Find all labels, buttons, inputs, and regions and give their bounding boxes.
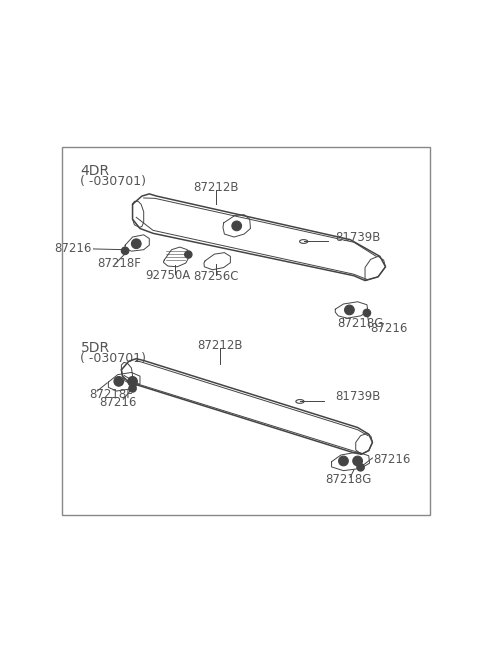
- Text: 87256C: 87256C: [193, 271, 239, 284]
- Polygon shape: [332, 452, 370, 471]
- Text: 87212B: 87212B: [197, 339, 243, 352]
- Polygon shape: [125, 234, 149, 251]
- Polygon shape: [223, 215, 251, 237]
- Polygon shape: [132, 194, 385, 280]
- Circle shape: [124, 250, 127, 252]
- Circle shape: [357, 464, 364, 471]
- Circle shape: [353, 456, 362, 466]
- Circle shape: [185, 251, 192, 258]
- Text: ( -030701): ( -030701): [81, 176, 146, 189]
- Polygon shape: [204, 253, 230, 270]
- Circle shape: [363, 309, 371, 316]
- Circle shape: [114, 377, 124, 386]
- Circle shape: [128, 377, 137, 386]
- Circle shape: [232, 221, 241, 231]
- Circle shape: [131, 387, 134, 390]
- Polygon shape: [132, 201, 144, 227]
- Text: 87216: 87216: [54, 242, 92, 255]
- Text: 87218G: 87218G: [325, 473, 372, 486]
- Polygon shape: [108, 373, 140, 391]
- Text: 87216: 87216: [99, 396, 136, 409]
- Circle shape: [365, 312, 368, 314]
- Polygon shape: [356, 434, 372, 455]
- Text: 87218G: 87218G: [337, 317, 384, 330]
- Polygon shape: [335, 302, 368, 318]
- Text: 4DR: 4DR: [81, 164, 109, 178]
- Text: 87212B: 87212B: [193, 181, 239, 194]
- Circle shape: [129, 384, 136, 392]
- Text: 92750A: 92750A: [145, 269, 191, 282]
- Text: 5DR: 5DR: [81, 341, 109, 354]
- Circle shape: [359, 466, 362, 469]
- Text: 87218F: 87218F: [97, 257, 141, 271]
- Polygon shape: [121, 359, 372, 455]
- Text: 81739B: 81739B: [335, 231, 381, 244]
- Circle shape: [345, 305, 354, 315]
- Text: 87216: 87216: [373, 453, 410, 466]
- Circle shape: [121, 247, 129, 255]
- Text: 87216: 87216: [371, 322, 408, 335]
- Polygon shape: [163, 247, 190, 267]
- Circle shape: [132, 239, 141, 248]
- Polygon shape: [121, 362, 132, 383]
- Circle shape: [338, 456, 348, 466]
- Text: ( -030701): ( -030701): [81, 352, 146, 365]
- Polygon shape: [365, 256, 385, 280]
- Text: 87218F: 87218F: [89, 388, 133, 400]
- Text: 81739B: 81739B: [335, 390, 381, 403]
